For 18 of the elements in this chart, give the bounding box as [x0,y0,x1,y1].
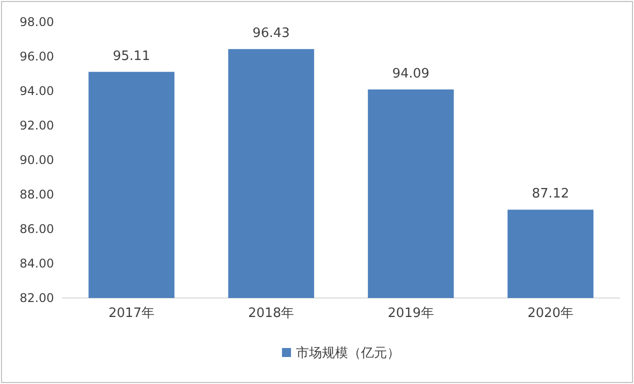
data-label: 94.09 [392,66,430,82]
y-tick-label: 98.00 [20,14,54,29]
legend-label: 市场规模（亿元） [296,346,400,361]
y-tick-label: 84.00 [20,256,54,270]
x-tick-label: 2019年 [388,306,434,322]
data-label: 96.43 [252,26,290,42]
data-label: 87.12 [532,186,570,202]
y-tick-label: 90.00 [20,152,54,167]
y-tick-label: 92.00 [20,118,54,132]
data-label: 95.11 [112,48,150,64]
y-tick-label: 94.00 [20,84,54,98]
x-tick-label: 2020年 [527,306,574,322]
x-tick-label: 2017年 [108,306,155,322]
y-tick-label: 82.00 [20,290,54,305]
y-tick-label: 96.00 [20,49,54,64]
y-tick-label: 86.00 [20,222,54,236]
y-tick-label: 88.00 [20,187,54,202]
x-tick-label: 2018年 [248,306,294,322]
